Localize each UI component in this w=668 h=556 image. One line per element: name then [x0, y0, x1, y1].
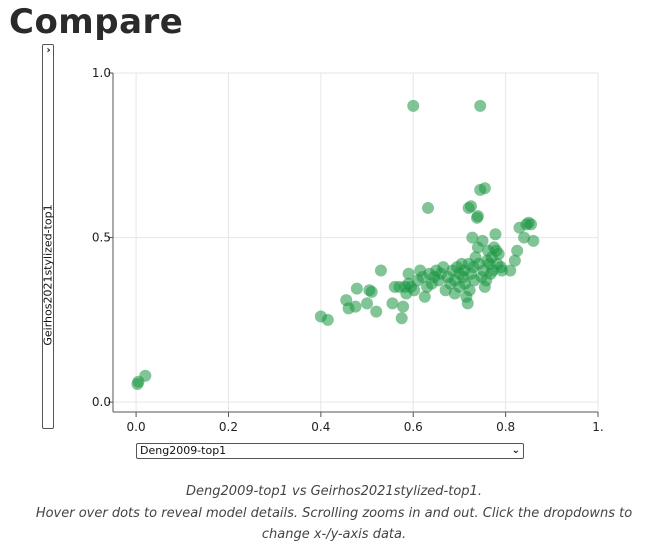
x-tick-label: 0.4	[311, 420, 330, 434]
caption-title: Deng2009-top1 vs Geirhos2021stylized-top…	[186, 484, 482, 499]
data-point[interactable]	[504, 264, 517, 277]
data-point[interactable]	[422, 201, 435, 214]
x-axis-dropdown[interactable]: Deng2009-top1 ⌄	[136, 443, 524, 459]
data-point[interactable]	[508, 254, 521, 267]
axes	[108, 72, 599, 417]
data-point[interactable]	[139, 369, 152, 382]
y-axis-dropdown[interactable]: › Geirhos2021stylized-top1	[41, 44, 55, 429]
data-point[interactable]	[365, 285, 378, 298]
data-point[interactable]	[495, 264, 508, 277]
x-tick-label: 0.2	[219, 420, 238, 434]
data-point[interactable]	[370, 305, 383, 318]
page-title: Compare	[9, 2, 184, 42]
y-axis-dropdown-value: Geirhos2021stylized-top1	[41, 204, 55, 346]
x-axis-dropdown-value: Deng2009-top1	[140, 444, 227, 457]
x-tick-label: 0.8	[496, 420, 515, 434]
data-point[interactable]	[361, 297, 374, 310]
chevron-down-icon: ⌄	[511, 445, 520, 456]
data-point[interactable]	[374, 264, 387, 277]
y-tick-label: 0.0	[92, 395, 111, 409]
caption-instructions: Hover over dots to reveal model details.…	[35, 506, 633, 521]
data-point[interactable]	[511, 244, 524, 257]
y-tick-label: 1.0	[92, 66, 111, 80]
data-point[interactable]	[349, 300, 362, 313]
data-point[interactable]	[350, 282, 363, 295]
data-point[interactable]	[407, 99, 420, 112]
data-point[interactable]	[527, 234, 540, 247]
data-point[interactable]	[478, 182, 491, 195]
grid-lines	[113, 72, 599, 412]
data-points	[131, 99, 540, 391]
data-point[interactable]	[474, 99, 487, 112]
data-point[interactable]	[525, 218, 538, 231]
data-point[interactable]	[476, 234, 489, 247]
scatter-chart[interactable]: 0.0 0.2 0.4 0.6 0.8 1. 0.0 0.5 1.0	[0, 0, 668, 440]
y-tick-label: 0.5	[92, 231, 111, 245]
data-point[interactable]	[397, 300, 410, 313]
data-point[interactable]	[461, 297, 474, 310]
data-point[interactable]	[492, 248, 505, 261]
x-tick-label: 1.	[592, 420, 603, 434]
data-point[interactable]	[395, 312, 408, 325]
caption-instructions-cont: change x-/y-axis data.	[261, 527, 407, 542]
data-point[interactable]	[386, 297, 399, 310]
x-tick-label: 0.0	[127, 420, 146, 434]
data-point[interactable]	[437, 261, 450, 274]
data-point[interactable]	[466, 231, 479, 244]
chevron-right-icon: ›	[46, 45, 51, 56]
x-tick-labels: 0.0 0.2 0.4 0.6 0.8 1.	[127, 420, 604, 434]
data-point[interactable]	[464, 200, 477, 213]
data-point[interactable]	[402, 267, 415, 280]
data-point[interactable]	[321, 313, 334, 326]
data-point[interactable]	[489, 228, 502, 241]
y-tick-labels: 0.0 0.5 1.0	[92, 66, 111, 409]
data-point[interactable]	[408, 284, 421, 297]
data-point[interactable]	[518, 231, 531, 244]
data-point[interactable]	[471, 210, 484, 223]
data-point[interactable]	[418, 290, 431, 303]
data-point[interactable]	[463, 284, 476, 297]
x-tick-label: 0.6	[404, 420, 423, 434]
